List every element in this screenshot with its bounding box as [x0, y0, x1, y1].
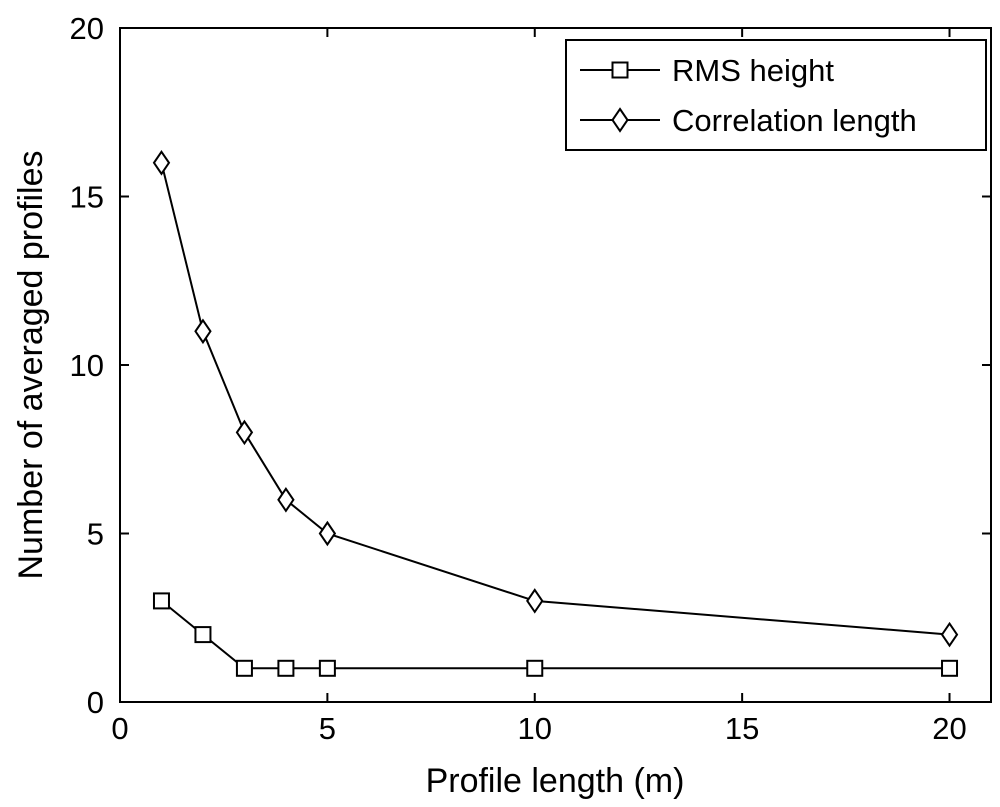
legend-box [565, 39, 987, 151]
data-point-rms-height [235, 659, 253, 677]
data-point-rms-height [318, 659, 336, 677]
data-point-correlation-length [194, 318, 212, 345]
series-correlation-length [152, 150, 959, 648]
x-tick-label: 10 [518, 711, 552, 746]
x-tick-label: 20 [932, 711, 966, 746]
series-layer [152, 150, 959, 677]
legend-item-correlation-length: Correlation length [580, 103, 917, 138]
data-point-rms-height [152, 592, 170, 610]
legend-items: RMS height Correlation length [580, 53, 917, 138]
axis-ticks: 0 5 10 15 20 0 5 10 15 20 [70, 11, 991, 746]
legend: RMS height Correlation length [565, 39, 987, 151]
data-point-correlation-length [318, 520, 337, 547]
y-tick-label: 20 [70, 11, 104, 46]
series-rms-height [152, 592, 959, 677]
legend-label: Correlation length [672, 103, 917, 138]
y-tick-label: 15 [70, 180, 104, 215]
x-tick-label: 0 [111, 711, 128, 746]
y-axis-label: Number of averaged profiles [12, 150, 50, 579]
data-point-rms-height [941, 659, 959, 677]
legend-label: RMS height [672, 53, 834, 88]
y-tick-label: 10 [70, 348, 104, 383]
x-tick-label: 15 [725, 711, 759, 746]
x-tick-label: 5 [319, 711, 336, 746]
data-point-correlation-length [152, 150, 171, 176]
y-tick-label: 5 [87, 517, 104, 552]
x-axis-label: Profile length (m) [426, 762, 685, 800]
data-point-rms-height [277, 659, 295, 677]
legend-marker [611, 61, 629, 79]
y-tick-label: 0 [87, 685, 104, 720]
data-point-correlation-length [277, 487, 295, 513]
data-point-correlation-length [235, 419, 254, 446]
data-point-rms-height [194, 626, 212, 644]
data-point-correlation-length [940, 621, 959, 648]
data-point-correlation-length [526, 588, 544, 614]
data-point-rms-height [526, 659, 544, 677]
legend-item-rms-height: RMS height [580, 53, 834, 88]
legend-marker [611, 107, 629, 133]
